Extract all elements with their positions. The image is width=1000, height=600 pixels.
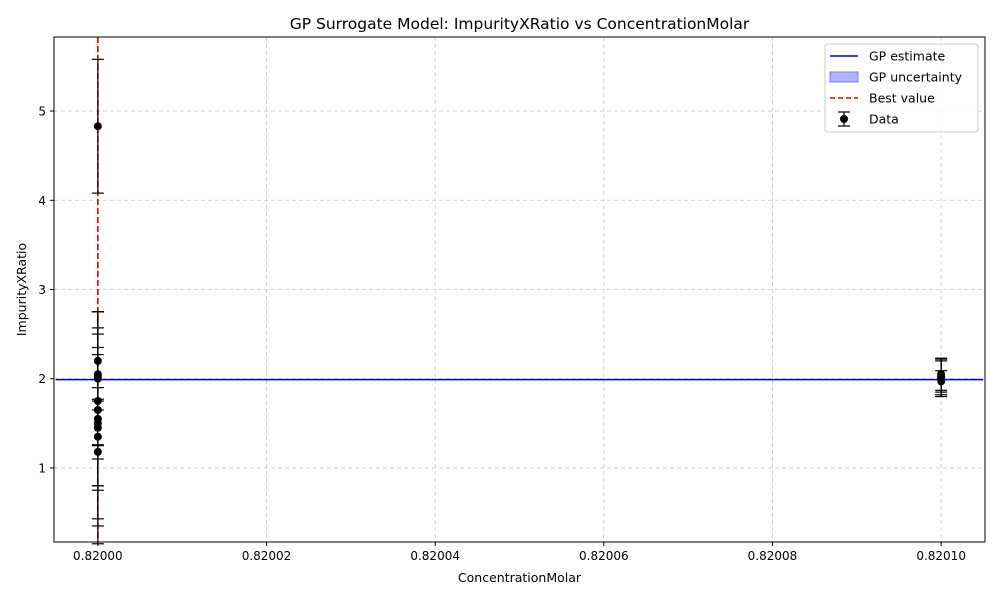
y-axis-label: ImpurityXRatio	[14, 243, 29, 336]
y-tick-label: 3	[38, 283, 46, 297]
grid	[54, 37, 985, 542]
y-tick-label: 1	[38, 461, 46, 475]
chart-title: GP Surrogate Model: ImpurityXRatio vs Co…	[290, 15, 750, 33]
legend-label: GP uncertainty	[869, 70, 963, 85]
legend-handle-data-point	[840, 115, 848, 123]
legend: GP estimate GP uncertainty Best value Data	[824, 43, 979, 133]
series-layer	[55, 37, 984, 545]
x-axis-label: ConcentrationMolar	[458, 570, 582, 585]
data-point	[93, 432, 102, 441]
x-tick-label: 0.82010	[916, 549, 966, 563]
y-axis-ticks: 1 2 3 4 5	[38, 105, 54, 475]
data-point	[93, 122, 102, 131]
x-tick-label: 0.82002	[242, 549, 292, 563]
data-point	[937, 377, 946, 386]
x-axis-ticks: 0.82000 0.82002 0.82004 0.82006 0.82008 0.820…	[73, 542, 966, 563]
x-tick-label: 0.82004	[410, 549, 460, 563]
legend-box	[824, 43, 979, 133]
y-tick-label: 2	[38, 372, 46, 386]
x-tick-label: 0.82008	[748, 549, 798, 563]
x-tick-label: 0.82000	[73, 549, 123, 563]
plot-frame	[53, 36, 986, 543]
y-tick-label: 4	[38, 194, 46, 208]
legend-label: Data	[869, 112, 899, 127]
y-tick-label: 5	[38, 105, 46, 119]
data-point	[93, 447, 102, 456]
legend-label: Best value	[869, 91, 935, 106]
legend-label: GP estimate	[869, 49, 946, 64]
legend-handle-gp-uncertainty	[829, 71, 859, 83]
x-tick-label: 0.82006	[579, 549, 629, 563]
